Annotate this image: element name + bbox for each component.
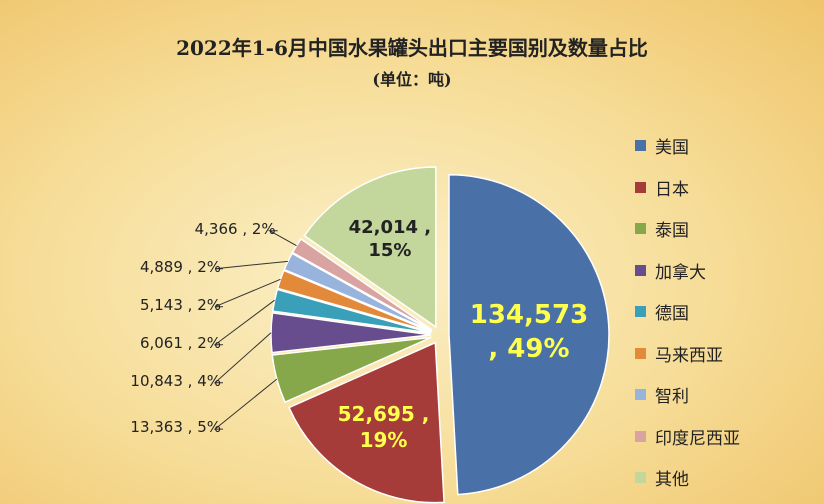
data-label: 10,843 , 4% <box>130 371 221 390</box>
legend-label: 马来西亚 <box>655 345 723 366</box>
leader-line <box>267 230 297 247</box>
data-label: 134,573 , 49% <box>469 299 589 364</box>
pie-slice <box>303 166 437 329</box>
legend-swatch <box>635 430 646 442</box>
leader-line <box>214 260 288 270</box>
data-label: 6,061 , 2% <box>139 333 221 352</box>
legend-swatch <box>635 347 646 359</box>
legend-item: 德国 <box>635 299 689 324</box>
chart-title: 2022年1-6月中国水果罐头出口主要国别及数量占比 <box>176 36 648 60</box>
legend-swatch <box>635 306 646 317</box>
legend-label: 智利 <box>655 387 689 407</box>
legend-item: 马来西亚 <box>635 341 723 366</box>
legend-label: 其他 <box>655 470 689 490</box>
legend-item: 其他 <box>635 465 689 490</box>
legend-swatch <box>635 181 646 193</box>
legend-item: 加拿大 <box>635 258 706 283</box>
legend-item: 美国 <box>635 133 689 158</box>
data-label: 52,695 , 19% <box>337 402 430 453</box>
data-label: 13,363 , 5% <box>130 418 221 437</box>
legend-swatch <box>635 140 646 151</box>
leader-line <box>213 378 278 430</box>
chart-subtitle: (单位：吨) <box>372 70 452 89</box>
legend-label: 美国 <box>655 138 689 158</box>
legend-label: 加拿大 <box>655 262 706 283</box>
leader-line <box>213 299 275 346</box>
legend-label: 德国 <box>655 304 689 324</box>
legend-swatch <box>635 264 646 276</box>
pie-slice <box>448 174 610 496</box>
pie-slice <box>288 341 445 504</box>
leader-line <box>213 332 272 384</box>
legend-label: 印度尼西亚 <box>655 428 740 449</box>
legend-swatch <box>635 223 646 234</box>
pie-slice <box>291 237 433 331</box>
data-label: 4,366 , 2% <box>194 219 276 238</box>
legend-item: 智利 <box>635 382 689 407</box>
pie-slice <box>276 269 432 333</box>
data-label: 42,014 , 15% <box>348 216 432 262</box>
data-label: 4,889 , 2% <box>139 257 221 276</box>
legend-swatch <box>635 472 646 483</box>
legend-item: 日本 <box>635 175 689 200</box>
legend-swatch <box>635 389 646 400</box>
legend-label: 日本 <box>655 179 689 200</box>
data-label: 5,143 , 2% <box>139 295 221 314</box>
legend-item: 印度尼西亚 <box>635 424 740 449</box>
legend-item: 泰国 <box>635 216 689 241</box>
legend-label: 泰国 <box>655 221 689 241</box>
leader-line <box>214 278 281 308</box>
pie-slice <box>271 336 432 404</box>
